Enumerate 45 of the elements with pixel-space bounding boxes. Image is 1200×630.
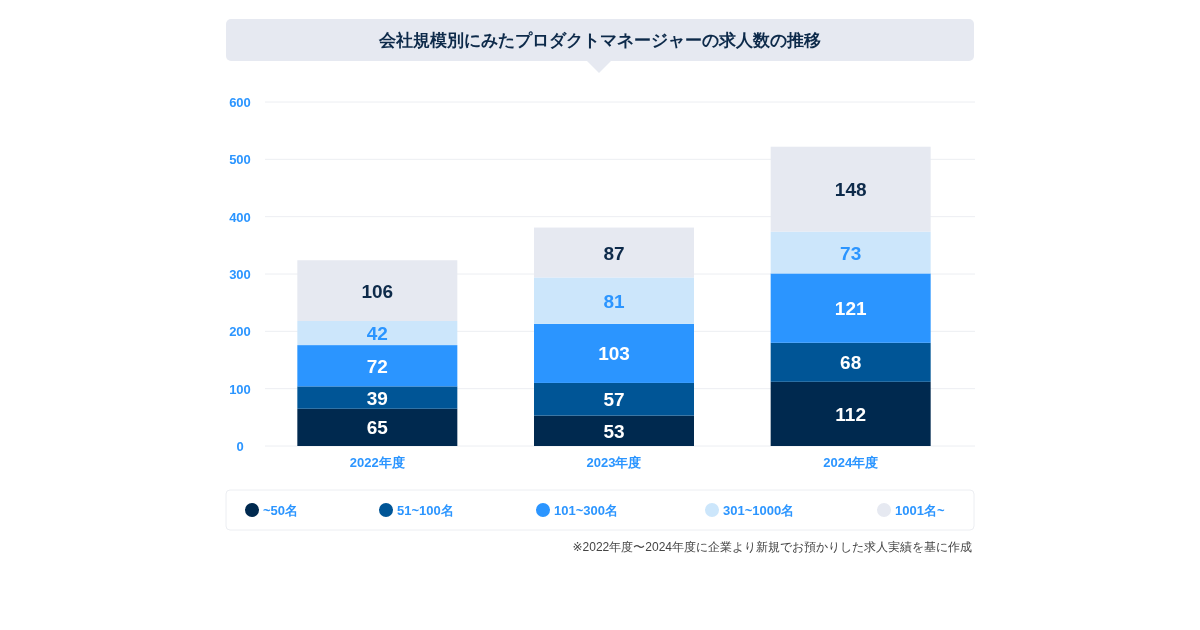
- data-label: 106: [361, 280, 394, 302]
- bar: [534, 277, 694, 324]
- bar: [534, 415, 694, 446]
- y-tick-label: 100: [229, 381, 251, 397]
- y-tick-label: 300: [229, 267, 251, 282]
- data-label: 72: [366, 355, 388, 377]
- bar: [297, 386, 458, 409]
- x-tick-label: 2023年度: [586, 455, 642, 470]
- data-label: 148: [834, 179, 867, 201]
- data-label: 121: [834, 298, 867, 320]
- data-label: 103: [598, 343, 630, 365]
- data-label: 57: [603, 389, 625, 411]
- y-tick-label: 400: [229, 209, 251, 225]
- legend-label: 301~1000名: [723, 503, 795, 518]
- data-label: 112: [835, 403, 866, 425]
- chart-title: 会社規模別にみたプロダクトマネージャーの求人数の推移: [378, 31, 821, 50]
- bar: [770, 231, 931, 274]
- data-label: 42: [366, 323, 388, 345]
- bar: [297, 408, 458, 446]
- data-label: 68: [840, 352, 862, 374]
- bar: [297, 345, 458, 387]
- y-tick-label: 200: [229, 324, 251, 340]
- text: ※2022年度〜2024年度に企業より新規でお預かりした求人実績を基に作成: [572, 540, 972, 554]
- legend-label: 101~300名: [554, 503, 618, 518]
- data-label: 81: [603, 290, 625, 312]
- legend-label: 1001名~: [895, 503, 945, 518]
- bar: [534, 323, 694, 383]
- legend-label: 51~100名: [397, 503, 454, 518]
- legend-label: ~50名: [263, 503, 299, 518]
- bar: [770, 273, 931, 343]
- title: 会社規模別にみたプロダクトマネージャーの求人数の推移: [226, 19, 974, 73]
- data-label: 87: [603, 242, 625, 264]
- bar: [534, 382, 694, 416]
- data-label: 39: [366, 387, 388, 409]
- x-tick-label: 2024年度: [823, 455, 879, 470]
- bar: [770, 381, 931, 446]
- data-label: 53: [603, 420, 625, 442]
- x-tick-label: 2022年度: [349, 455, 405, 470]
- y-tick-label: 0: [236, 439, 244, 454]
- y-tick-label: 600: [229, 95, 251, 110]
- data-label: 65: [366, 417, 389, 439]
- bar: [297, 321, 458, 346]
- y-tick-label: 500: [229, 152, 251, 168]
- bar: [770, 342, 931, 382]
- data-label: 73: [840, 242, 862, 264]
